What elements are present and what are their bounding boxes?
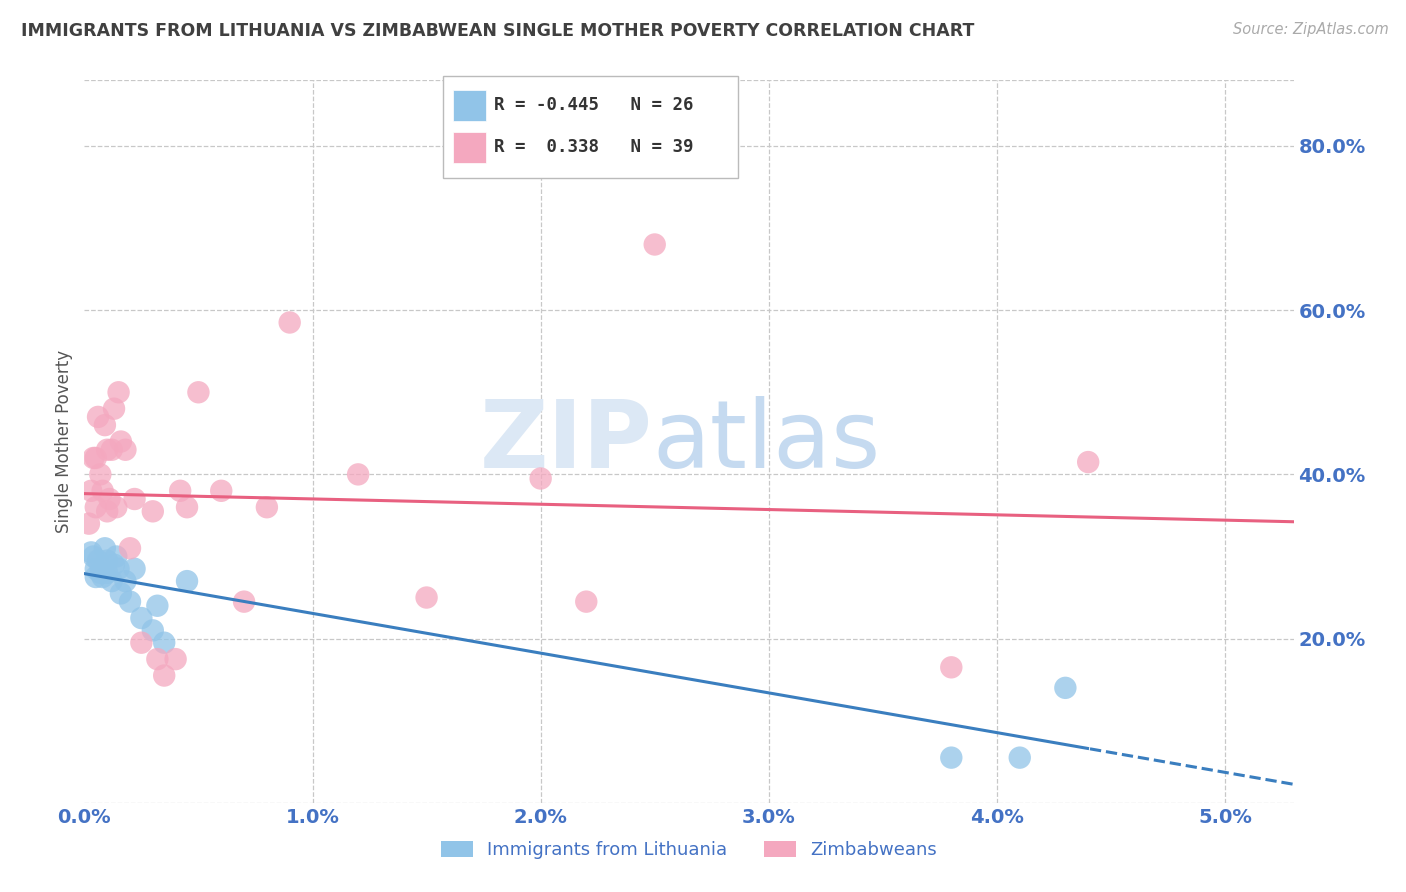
Point bbox=[89, 566, 111, 580]
Point bbox=[146, 652, 169, 666]
Point bbox=[142, 504, 165, 518]
Point bbox=[91, 570, 114, 584]
Point bbox=[91, 483, 114, 498]
Text: atlas: atlas bbox=[652, 395, 882, 488]
Point bbox=[233, 594, 256, 608]
Point bbox=[118, 594, 141, 608]
Point bbox=[103, 401, 125, 416]
Point bbox=[1008, 750, 1031, 764]
Point bbox=[100, 574, 122, 588]
Point bbox=[118, 541, 141, 556]
Point bbox=[82, 450, 104, 465]
Point bbox=[114, 442, 136, 457]
Point bbox=[153, 636, 176, 650]
Y-axis label: Single Mother Poverty: Single Mother Poverty bbox=[55, 350, 73, 533]
Text: R = -0.445   N = 26: R = -0.445 N = 26 bbox=[494, 96, 693, 114]
Text: IMMIGRANTS FROM LITHUANIA VS ZIMBABWEAN SINGLE MOTHER POVERTY CORRELATION CHART: IMMIGRANTS FROM LITHUANIA VS ZIMBABWEAN … bbox=[21, 22, 974, 40]
Point bbox=[84, 500, 107, 515]
Point bbox=[77, 516, 100, 531]
Point bbox=[1077, 455, 1099, 469]
Text: ZIP: ZIP bbox=[479, 395, 652, 488]
Point bbox=[153, 668, 176, 682]
Point bbox=[1054, 681, 1077, 695]
Point bbox=[575, 594, 598, 608]
Legend: Immigrants from Lithuania, Zimbabweans: Immigrants from Lithuania, Zimbabweans bbox=[433, 833, 945, 866]
Point bbox=[176, 574, 198, 588]
Point bbox=[84, 562, 107, 576]
Point bbox=[110, 434, 132, 449]
Point bbox=[114, 574, 136, 588]
Point bbox=[941, 750, 963, 764]
Point bbox=[176, 500, 198, 515]
Point bbox=[415, 591, 437, 605]
Point bbox=[96, 442, 118, 457]
Point bbox=[96, 566, 118, 580]
Point bbox=[644, 237, 666, 252]
Point bbox=[530, 471, 553, 485]
Point bbox=[124, 491, 146, 506]
Point bbox=[98, 491, 121, 506]
Point bbox=[124, 562, 146, 576]
Point bbox=[96, 553, 118, 567]
Point bbox=[169, 483, 191, 498]
Point bbox=[165, 652, 187, 666]
Point bbox=[209, 483, 232, 498]
Point bbox=[94, 541, 117, 556]
Point bbox=[110, 586, 132, 600]
Point bbox=[103, 558, 125, 572]
Point bbox=[84, 450, 107, 465]
Point bbox=[82, 549, 104, 564]
Point bbox=[89, 467, 111, 482]
Point bbox=[87, 409, 110, 424]
Point bbox=[87, 553, 110, 567]
Point bbox=[105, 549, 128, 564]
Point bbox=[146, 599, 169, 613]
Point bbox=[142, 624, 165, 638]
Point bbox=[941, 660, 963, 674]
Point bbox=[100, 442, 122, 457]
Point bbox=[94, 418, 117, 433]
Point bbox=[347, 467, 370, 482]
Point bbox=[80, 545, 103, 559]
Point bbox=[105, 500, 128, 515]
Point bbox=[278, 316, 301, 330]
Point bbox=[256, 500, 278, 515]
Point bbox=[84, 570, 107, 584]
Text: Source: ZipAtlas.com: Source: ZipAtlas.com bbox=[1233, 22, 1389, 37]
Point bbox=[96, 504, 118, 518]
Point bbox=[107, 385, 129, 400]
Point bbox=[131, 636, 153, 650]
Point bbox=[80, 483, 103, 498]
Text: R =  0.338   N = 39: R = 0.338 N = 39 bbox=[494, 138, 693, 156]
Point bbox=[131, 611, 153, 625]
Point bbox=[107, 562, 129, 576]
Point bbox=[187, 385, 209, 400]
